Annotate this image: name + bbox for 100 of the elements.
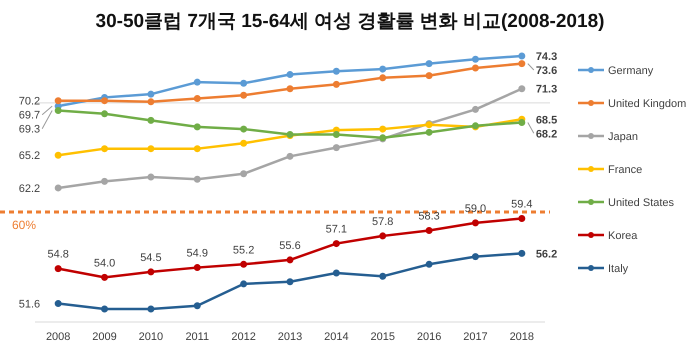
data-label: 56.2 xyxy=(536,248,558,260)
point xyxy=(101,178,108,185)
point xyxy=(194,176,201,183)
data-label: 70.2 xyxy=(18,96,40,108)
point xyxy=(101,145,108,152)
legend-label: United States xyxy=(608,197,675,209)
point xyxy=(426,60,433,68)
data-label: 57.8 xyxy=(372,216,394,228)
data-label: 54.0 xyxy=(94,257,116,270)
point xyxy=(518,214,526,222)
data-label: 62.2 xyxy=(18,182,40,195)
point xyxy=(147,145,154,152)
point xyxy=(518,60,526,68)
data-label: 54.5 xyxy=(140,252,162,264)
point xyxy=(332,68,340,75)
data-label: 58.3 xyxy=(418,210,440,222)
point xyxy=(54,265,62,272)
point xyxy=(379,232,386,240)
legend-label: Germany xyxy=(608,65,654,77)
point xyxy=(332,144,340,152)
data-label: 54.8 xyxy=(47,248,69,261)
point xyxy=(240,80,248,87)
point xyxy=(240,260,248,268)
point xyxy=(147,116,154,124)
x-tick-label: 2013 xyxy=(278,331,302,343)
point xyxy=(379,126,386,133)
point xyxy=(426,72,433,80)
legend-label: France xyxy=(608,164,642,176)
point xyxy=(332,240,340,248)
data-label: 59.0 xyxy=(464,202,486,215)
point xyxy=(518,250,526,257)
point xyxy=(194,78,201,86)
point xyxy=(240,92,248,99)
x-tick-label: 2010 xyxy=(138,331,164,343)
data-label: 69.7 xyxy=(18,110,40,122)
point xyxy=(194,264,201,272)
point xyxy=(472,106,479,113)
x-tick-label: 2018 xyxy=(510,331,534,343)
data-label: 68.2 xyxy=(536,128,558,140)
point xyxy=(379,66,386,73)
legend-label: Korea xyxy=(608,230,638,242)
point xyxy=(54,300,62,308)
point xyxy=(286,256,294,264)
x-tick-label: 2014 xyxy=(324,331,349,343)
point xyxy=(54,152,62,159)
x-tick-label: 2009 xyxy=(92,331,117,343)
point xyxy=(147,90,154,98)
data-label: 68.5 xyxy=(536,114,558,126)
point xyxy=(379,272,386,280)
point xyxy=(101,274,108,281)
point xyxy=(194,302,201,310)
point xyxy=(147,306,154,312)
point xyxy=(426,226,433,234)
point xyxy=(194,145,201,152)
data-label: 71.3 xyxy=(536,84,558,96)
data-label: 69.3 xyxy=(18,124,40,136)
point xyxy=(472,64,479,72)
point xyxy=(518,119,526,126)
point xyxy=(101,97,108,104)
x-tick-label: 2012 xyxy=(231,331,256,343)
x-tick-label: 2008 xyxy=(46,331,70,343)
point xyxy=(147,174,154,181)
point xyxy=(194,95,201,102)
point xyxy=(426,260,433,268)
point xyxy=(332,270,340,277)
point xyxy=(286,152,294,160)
data-label: 55.6 xyxy=(279,240,301,252)
point xyxy=(518,85,526,92)
legend-label: United Kingdom xyxy=(608,98,686,110)
point xyxy=(54,97,62,104)
legend-label: Italy xyxy=(608,263,629,275)
point xyxy=(101,306,108,312)
data-label: 59.4 xyxy=(511,198,533,210)
data-label: 51.6 xyxy=(18,298,40,311)
data-label: 73.6 xyxy=(536,65,558,77)
point xyxy=(147,268,154,276)
point xyxy=(240,140,248,147)
point xyxy=(240,280,248,288)
point xyxy=(286,71,294,78)
point xyxy=(54,107,62,114)
data-label: 55.2 xyxy=(232,244,254,256)
chart-title: 30-50클럽 7개국 15-64세 여성 경활률 변화 비교(2008-2018) xyxy=(96,11,604,32)
x-tick-label: 2011 xyxy=(185,331,210,343)
data-label: 74.3 xyxy=(536,51,558,63)
point xyxy=(472,253,479,260)
point xyxy=(147,98,154,106)
point xyxy=(240,170,248,178)
point xyxy=(332,80,340,88)
x-tick-label: 2015 xyxy=(370,331,395,343)
ref-line-label: 60% xyxy=(12,218,36,232)
legend-label: Japan xyxy=(608,131,638,143)
point xyxy=(286,278,294,286)
point xyxy=(472,219,479,226)
point xyxy=(426,128,433,136)
data-label: 54.9 xyxy=(186,248,208,260)
x-tick-label: 2017 xyxy=(463,331,488,343)
x-tick-label: 2016 xyxy=(416,331,442,343)
point xyxy=(194,123,201,130)
data-label: 57.1 xyxy=(326,224,348,236)
data-label: 65.2 xyxy=(18,150,40,162)
